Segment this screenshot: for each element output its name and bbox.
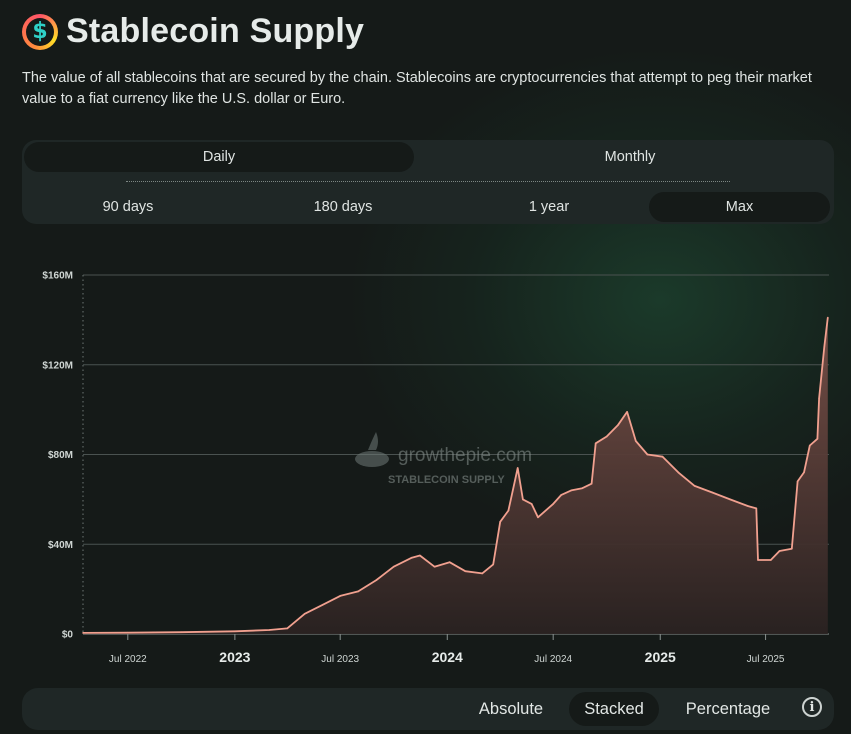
divider [126, 181, 730, 182]
data-point [180, 631, 183, 633]
data-point [693, 485, 696, 487]
data-point [581, 487, 584, 490]
page-description: The value of all stablecoins that are se… [22, 70, 812, 107]
data-point [392, 565, 395, 568]
data-point [809, 444, 811, 447]
data-point [481, 572, 484, 575]
series-line [82, 317, 829, 634]
data-point [803, 471, 805, 474]
watermark-brand: growthepie.com [398, 445, 532, 466]
data-point [757, 559, 759, 561]
stablecoin-supply-chart: growthepie.com STABLECOIN SUPPLY $0 $40M $… [42, 271, 829, 665]
x-tick-label: 2024 [432, 649, 463, 665]
page-title: Stablecoin Supply [66, 12, 365, 50]
data-point [661, 455, 664, 458]
y-tick-label: $120M [42, 360, 73, 371]
data-point [747, 505, 749, 507]
data-point [507, 509, 510, 512]
timespan-toggle: 90 days 180 days 1 year Max [24, 192, 832, 222]
data-point [617, 424, 619, 427]
data-point [499, 521, 502, 523]
data-point [823, 346, 826, 348]
data-point [530, 503, 533, 505]
data-point [537, 516, 539, 519]
y-tick-label: $80M [48, 450, 73, 461]
header: $ Stablecoin Supply [22, 12, 364, 51]
data-point [590, 482, 593, 485]
data-point [357, 590, 360, 593]
dollar-coin-icon: $ [22, 13, 58, 50]
data-point [796, 480, 799, 483]
dollar-glyph: $ [26, 17, 54, 46]
mode-absolute[interactable]: Absolute [478, 699, 544, 718]
granularity-toggle: Daily Monthly [24, 142, 832, 172]
data-point [677, 471, 680, 474]
data-point [626, 411, 628, 413]
data-point [816, 438, 819, 440]
data-point [127, 631, 129, 634]
data-point [234, 630, 236, 633]
timespan-180-days[interactable]: 180 days [313, 199, 373, 215]
data-point [321, 604, 324, 606]
data-point [778, 550, 781, 552]
data-point [560, 494, 563, 496]
y-tick-label: $40M [48, 540, 73, 551]
mode-stacked[interactable]: Stacked [569, 692, 659, 726]
timespan-1-year[interactable]: 1 year [528, 199, 570, 215]
data-point [755, 507, 758, 510]
data-point [82, 632, 84, 634]
data-point [635, 440, 637, 442]
data-point [433, 565, 436, 568]
data-point [605, 435, 608, 438]
x-tick-label: 2025 [645, 649, 676, 665]
chart-mode-bar: Absolute Stacked Percentage i [22, 688, 834, 730]
data-point [464, 570, 467, 572]
data-point [729, 498, 731, 501]
data-point [375, 579, 378, 581]
data-point [711, 491, 714, 494]
tab-monthly[interactable]: Monthly [604, 149, 656, 165]
chart-controls: Daily Monthly 90 days 180 days 1 year Ma… [22, 140, 834, 224]
y-tick-label: $160M [42, 271, 73, 282]
x-tick-label: 2023 [219, 649, 250, 665]
x-tick-label: Jul 2023 [321, 654, 359, 665]
data-point [268, 629, 271, 631]
data-point [552, 503, 554, 505]
data-point [646, 453, 649, 456]
x-tick-label: Jul 2024 [534, 654, 572, 665]
series-area-fill [83, 317, 828, 634]
info-icon[interactable]: i [802, 697, 822, 717]
watermark: growthepie.com STABLECOIN SUPPLY [355, 432, 532, 486]
x-tick-label: Jul 2025 [747, 654, 785, 665]
data-point [791, 547, 793, 550]
watermark-subtitle: STABLECOIN SUPPLY [388, 474, 505, 486]
tab-daily[interactable]: Daily [24, 142, 414, 172]
data-point [818, 397, 820, 400]
y-tick-label: $0 [62, 630, 74, 641]
data-point [522, 498, 524, 501]
data-point [770, 559, 772, 561]
timespan-90-days[interactable]: 90 days [102, 199, 154, 215]
x-tick-label: Jul 2022 [109, 654, 147, 665]
data-point [594, 442, 597, 445]
data-point [286, 627, 289, 630]
data-point [516, 467, 519, 469]
pie-logo-icon [355, 432, 389, 467]
data-point [303, 613, 306, 615]
data-point [492, 563, 495, 566]
data-point [448, 561, 451, 563]
data-point [827, 316, 829, 319]
data-point [411, 556, 413, 559]
data-point [570, 489, 572, 492]
data-point [339, 595, 342, 597]
mode-percentage[interactable]: Percentage [685, 699, 771, 718]
timespan-max[interactable]: Max [649, 192, 830, 222]
data-point [419, 554, 421, 557]
